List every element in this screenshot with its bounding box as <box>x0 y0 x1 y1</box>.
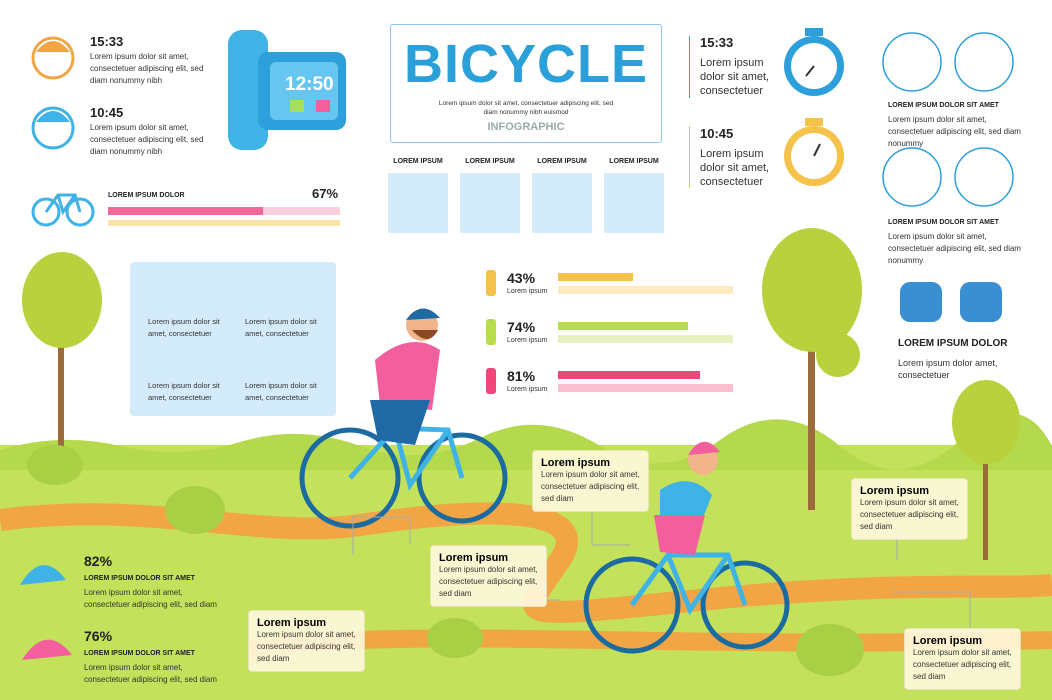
icon-label: LOREM IPSUM <box>609 158 659 165</box>
equipment-panel <box>130 262 336 416</box>
callout-title: Lorem ipsum <box>541 457 611 469</box>
timer-text: Lorem ipsum dolor sit amet, consectetuer… <box>90 123 204 156</box>
progress-bar <box>108 207 264 215</box>
callout-text: Lorem ipsum dolor sit amet, consectetuer… <box>439 565 538 598</box>
icon-label: LOREM IPSUM <box>537 158 587 165</box>
equipment-text: Lorem ipsum dolor sit amet, consectetuer <box>148 381 220 402</box>
divider <box>689 126 690 188</box>
stat-track <box>558 384 733 392</box>
stat-bar <box>558 273 634 281</box>
equipment-text: Lorem ipsum dolor sit amet, consectetuer <box>245 317 317 338</box>
stat-bottle <box>486 270 496 296</box>
progress-label: LOREM IPSUM DOLOR <box>108 192 185 199</box>
helmet-value: 82% <box>84 553 113 569</box>
callout: Lorem ipsum Lorem ipsum dolor sit amet, c… <box>532 450 649 512</box>
icon-box <box>388 173 448 233</box>
stopwatch-time: 10:45 <box>700 126 734 141</box>
stat-bottle <box>486 319 496 345</box>
stat-text: Lorem ipsum <box>507 386 548 393</box>
watch-time: 12:50 <box>285 74 334 95</box>
helmet-text: Lorem ipsum dolor sit amet, consectetuer… <box>84 588 217 609</box>
header-text: Lorem ipsum dolor sit amet, consectetuer… <box>438 100 614 116</box>
stat-bar <box>558 371 700 379</box>
stat-value: 43% <box>507 270 536 286</box>
stat-bottle <box>486 368 496 394</box>
stopwatch-text: Lorem ipsum dolor sit amet, consectetuer <box>700 148 770 188</box>
helmet-title: LOREM IPSUM DOLOR SIT AMET <box>84 650 195 657</box>
callout-text: Lorem ipsum dolor sit amet, consectetuer… <box>257 630 356 663</box>
header: BICYCLE Lorem ipsum dolor sit amet, cons… <box>390 24 662 143</box>
right-title: LOREM IPSUM DOLOR SIT AMET <box>888 219 999 226</box>
subtitle: INFOGRAPHIC <box>487 121 565 133</box>
icon-box <box>604 173 664 233</box>
progress-track <box>108 220 340 226</box>
helmet-value: 76% <box>84 628 113 644</box>
equipment-text: Lorem ipsum dolor sit amet, consectetuer <box>245 381 317 402</box>
timer-time: 10:45 <box>90 105 124 120</box>
stat-text: Lorem ipsum <box>507 288 548 295</box>
icon-box <box>532 173 592 233</box>
stat-bar <box>558 322 688 330</box>
callout-title: Lorem ipsum <box>257 617 327 629</box>
icon-label: LOREM IPSUM <box>393 158 443 165</box>
divider <box>689 36 690 98</box>
equipment-text: Lorem ipsum dolor sit amet, consectetuer <box>148 317 220 338</box>
callout-title: Lorem ipsum <box>913 635 983 647</box>
callout-text: Lorem ipsum dolor sit amet, consectetuer… <box>913 648 1012 681</box>
callout-text: Lorem ipsum dolor sit amet, consectetuer… <box>541 470 640 503</box>
timer-text: Lorem ipsum dolor sit amet, consectetuer… <box>90 52 204 85</box>
callout: Lorem ipsum Lorem ipsum dolor sit amet, c… <box>430 545 547 607</box>
callout: Lorem ipsum Lorem ipsum dolor sit amet, c… <box>851 478 968 540</box>
callout: Lorem ipsum Lorem ipsum dolor sit amet, c… <box>248 610 365 672</box>
gloves-title: LOREM IPSUM DOLOR <box>898 338 1008 349</box>
right-title: LOREM IPSUM DOLOR SIT AMET <box>888 102 999 109</box>
right-text: Lorem ipsum dolor sit amet, consectetuer… <box>888 232 1021 265</box>
stopwatch-time: 15:33 <box>700 35 734 50</box>
right-text: Lorem ipsum dolor sit amet, consectetuer… <box>888 115 1021 148</box>
icon-label: LOREM IPSUM <box>465 158 515 165</box>
title: BICYCLE <box>403 34 648 94</box>
helmet-text: Lorem ipsum dolor sit amet, consectetuer… <box>84 663 217 684</box>
callout-title: Lorem ipsum <box>860 485 930 497</box>
icon-box <box>460 173 520 233</box>
callout-text: Lorem ipsum dolor sit amet, consectetuer… <box>860 498 959 531</box>
callout-title: Lorem ipsum <box>439 552 509 564</box>
gloves-text: Lorem ipsum dolor amet, consectetuer <box>898 358 998 380</box>
progress-value: 67% <box>312 186 339 201</box>
stopwatch-text: Lorem ipsum dolor sit amet, consectetuer <box>700 57 770 97</box>
stat-track <box>558 335 733 343</box>
stat-text: Lorem ipsum <box>507 337 548 344</box>
stat-value: 81% <box>507 368 536 384</box>
stat-value: 74% <box>507 319 536 335</box>
stat-track <box>558 286 733 294</box>
helmet-title: LOREM IPSUM DOLOR SIT AMET <box>84 575 195 582</box>
callout: Lorem ipsum Lorem ipsum dolor sit amet, c… <box>904 628 1021 690</box>
timer-time: 15:33 <box>90 34 124 49</box>
